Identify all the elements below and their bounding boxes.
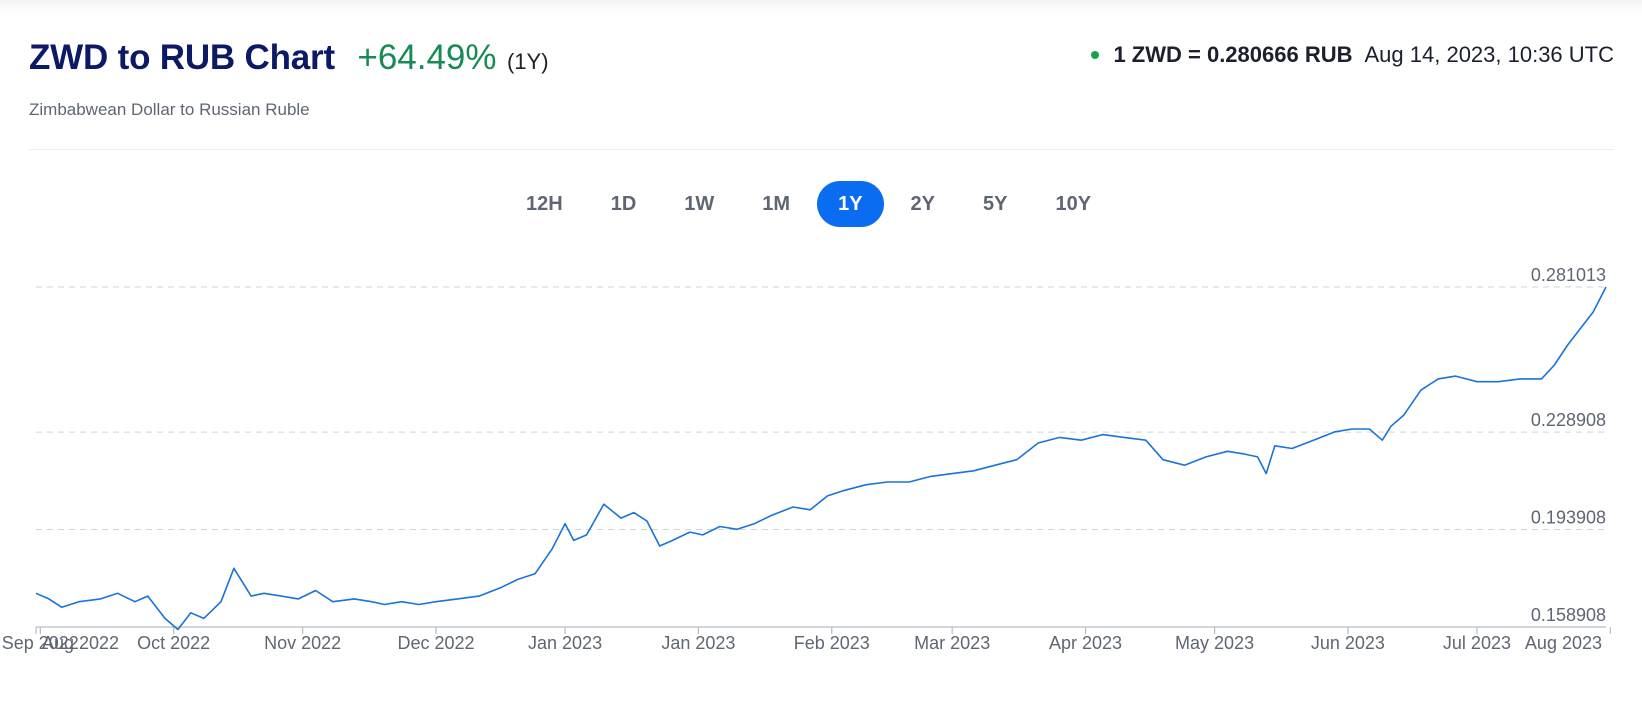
- period-tab-1m[interactable]: 1M: [762, 193, 791, 215]
- period-selector: 12H 1D 1W 1M 1Y 2Y 5Y 10Y: [505, 181, 1118, 227]
- live-quote: 1 ZWD = 0.280666 RUB Aug 14, 2023, 10:36…: [1091, 42, 1614, 68]
- y-tick-label: 0.158908: [1531, 605, 1606, 625]
- x-tick-label: Aug 2022: [42, 633, 119, 653]
- y-tick-label: 0.228908: [1531, 410, 1606, 430]
- pair-subtitle: Zimbabwean Dollar to Russian Ruble: [29, 100, 310, 119]
- chart-header: ZWD to RUB Chart +64.49% (1Y): [29, 38, 549, 78]
- x-tick-label: Nov 2022: [264, 633, 341, 653]
- change-percent: +64.49%: [357, 38, 497, 77]
- period-tab-2y[interactable]: 2Y: [910, 193, 936, 215]
- period-tab-10y[interactable]: 10Y: [1055, 193, 1092, 215]
- period-tab-1w[interactable]: 1W: [684, 193, 715, 215]
- period-tab-12h[interactable]: 12H: [526, 193, 563, 215]
- top-border: [0, 0, 1642, 14]
- exchange-rate: 1 ZWD = 0.280666 RUB: [1113, 42, 1353, 67]
- period-tab-1y[interactable]: 1Y: [817, 181, 884, 227]
- x-tick-label: Feb 2023: [794, 633, 870, 653]
- page-title: ZWD to RUB Chart: [29, 38, 335, 77]
- x-tick-label: Aug 2023: [1525, 633, 1602, 653]
- x-tick-label: Jun 2023: [1311, 633, 1385, 653]
- x-tick-label: Jan 2023: [528, 633, 602, 653]
- header-divider: [29, 149, 1614, 150]
- period-tab-5y[interactable]: 5Y: [983, 193, 1008, 215]
- quote-timestamp: Aug 14, 2023, 10:36 UTC: [1364, 42, 1615, 67]
- x-tick-label: Jul 2023: [1443, 633, 1511, 653]
- y-tick-label: 0.281013: [1531, 265, 1606, 285]
- change-period: (1Y): [506, 49, 549, 74]
- x-tick-label: Jan 2023: [661, 633, 735, 653]
- period-tab-1d[interactable]: 1D: [610, 193, 637, 215]
- x-tick-label: Sep 2022: [2, 633, 79, 653]
- live-status-dot-icon: [1091, 51, 1100, 59]
- x-tick-label: Apr 2023: [1049, 633, 1122, 653]
- x-tick-label: Mar 2023: [914, 633, 990, 653]
- x-tick-label: Dec 2022: [397, 633, 474, 653]
- x-tick-label: Oct 2022: [137, 633, 210, 653]
- y-tick-label: 0.193908: [1531, 508, 1606, 528]
- series-line: [35, 286, 1607, 631]
- x-tick-label: May 2023: [1175, 633, 1254, 653]
